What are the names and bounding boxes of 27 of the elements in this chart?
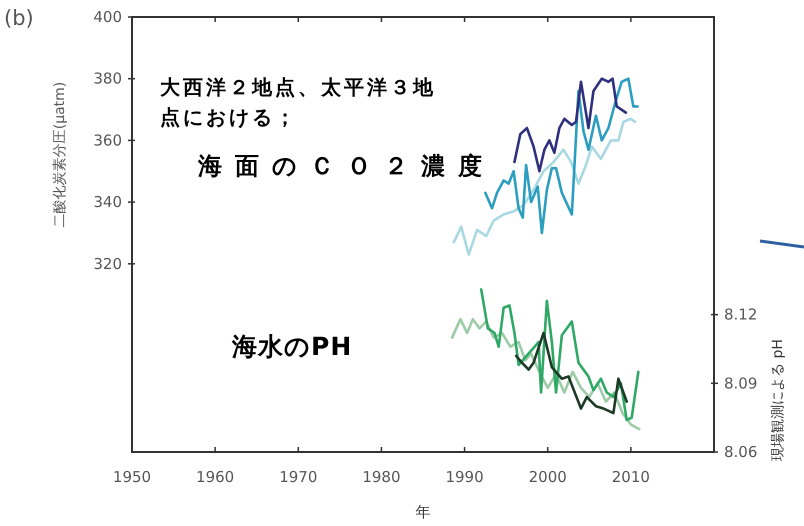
y2-axis-title: 現場観測による pH [770,339,786,461]
y-tick-label: 320 [93,254,122,273]
text: (b) [4,6,35,30]
line-series [513,77,628,173]
y-tick-label: 400 [93,8,122,26]
x-tick-label: 1990 [445,468,484,486]
annotation: 海水のPH [232,331,354,363]
x-axis-title: 年 [416,503,430,521]
x-tick-label: 2000 [528,468,567,486]
y-tick-label: 380 [93,70,122,88]
y2-tick-label: 8.09 [724,374,758,392]
y-axis-title: 二酸化炭素分圧(µatm) [52,82,68,228]
annotation: 大西洋２地点、太平洋３地点における； [160,74,437,131]
x-tick-label: 1980 [362,468,401,486]
y2-tick-label: 8.06 [724,443,758,461]
line-series [480,288,640,422]
x-tick-label: 1960 [196,468,234,486]
x-tick-label: 1950 [112,468,152,486]
y-tick-label: 340 [93,193,122,212]
y2-tick-label: 8.12 [724,306,758,324]
annotation: 海面のＣＯ２濃度 [198,151,496,182]
line-series [484,77,639,234]
x-tick-label: 1970 [279,468,318,486]
line-series [452,118,636,256]
line-series [514,332,628,414]
y-tick-label: 360 [93,131,122,150]
x-tick-label: 2010 [612,468,650,486]
